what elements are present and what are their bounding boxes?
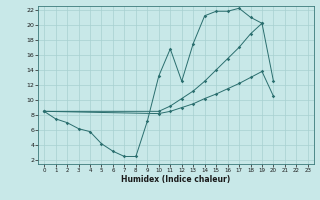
X-axis label: Humidex (Indice chaleur): Humidex (Indice chaleur) xyxy=(121,175,231,184)
